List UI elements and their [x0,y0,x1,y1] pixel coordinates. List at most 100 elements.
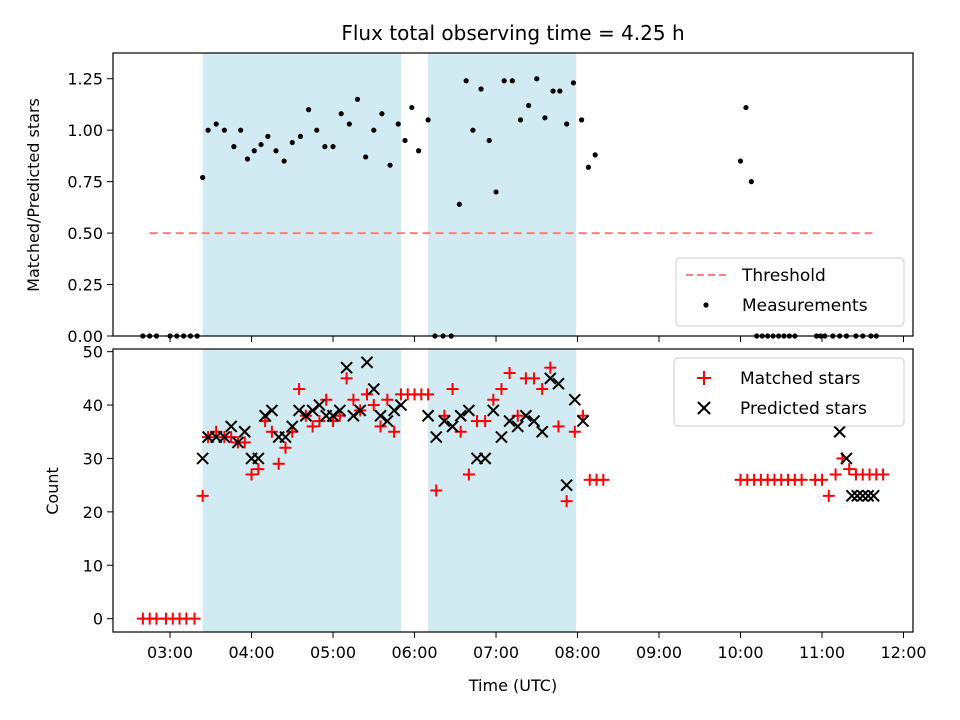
matched-star-point [196,489,209,502]
measurement-point [289,139,295,146]
y-tick-label: 0.50 [67,224,103,243]
measurement-point [585,164,591,170]
matched-star-point [487,393,500,406]
measurement-point [550,88,556,94]
legend-threshold-label: Threshold [741,266,826,286]
measurement-point [509,78,515,84]
predicted-star-point [560,478,573,492]
measurement-point [238,127,244,133]
matched-star-point [462,468,475,481]
predicted-star-point [568,393,582,406]
y-tick-label: 40 [83,396,103,415]
matched-star-point [293,383,306,396]
measurement-point [354,96,361,102]
predicted-star-point [394,398,408,412]
xlabel: Time (UTC) [468,676,557,695]
matched-star-point [479,415,492,428]
x-tick-label: 11:00 [799,643,845,662]
matched-star-point [552,420,565,433]
predicted-star-point [421,409,435,422]
x-tick-label: 06:00 [391,643,437,662]
predicted-star-point [438,414,451,428]
matched-star-point [238,436,251,449]
x-tick-label: 12:00 [880,643,926,662]
predicted-star-point [313,398,326,412]
x-tick-label: 10:00 [717,643,763,662]
matched-star-point [225,431,238,444]
y-tick-label: 0 [93,610,103,629]
predicted-star-point [224,420,238,433]
measurement-point [493,189,499,195]
chart-title: Flux total observing time = 4.25 h [341,21,684,45]
matched-star-point [367,399,380,412]
predicted-star-point [833,425,846,438]
measurement-point [542,115,548,121]
predicted-star-point [265,404,279,417]
matched-star-point [388,425,401,438]
observing-window [428,349,577,632]
measurement-point [470,127,476,133]
matched-star-point [829,468,842,481]
matched-star-point [422,388,435,401]
matched-star-point [822,489,835,502]
matched-star-point [265,425,278,438]
measurement-point [322,144,328,150]
predicted-star-point [258,409,272,422]
measurement-point [221,127,227,133]
top-axes-frame [112,52,914,337]
predicted-star-point [340,361,353,374]
matched-star-point [528,372,541,385]
predicted-star-point [430,430,443,444]
y-tick-label: 1.00 [67,121,103,140]
measurement-point [244,156,251,162]
matched-star-point [544,361,557,374]
measurement-point [379,111,385,117]
measurement-point [346,121,352,127]
measurement-point [213,121,219,127]
predicted-star-point [387,404,401,417]
matched-star-point [560,495,573,508]
matched-star-point [347,393,360,406]
x-tick-label: 08:00 [554,643,600,662]
matched-star-point [279,441,292,454]
matched-star-point [877,468,890,481]
matched-star-point [306,420,319,433]
matched-star-point [430,484,443,497]
predicted-star-point [218,430,231,444]
y-tick-label: 0.75 [67,173,103,192]
matched-star-point [374,420,387,433]
measurement-point [314,127,320,133]
matched-star-point [188,612,201,625]
predicted-star-point [381,414,394,428]
matched-star-point [272,457,285,470]
measurement-point [456,201,462,207]
y-tick-label: 0.00 [67,327,103,346]
predicted-star-point [840,452,853,465]
predicted-star-point [487,404,500,417]
y-tick-label: 20 [83,503,103,522]
predicted-star-point [462,404,476,417]
predicted-star-point [576,414,590,428]
predicted-star-point [454,409,467,422]
measurement-point [409,104,415,111]
predicted-star-point [353,404,367,417]
measurement-point [743,104,749,111]
matched-star-point [320,393,333,406]
measurement-point [578,117,585,123]
measurement-point [395,121,401,127]
x-tick-label: 04:00 [228,643,274,662]
matched-star-point [536,383,549,396]
legend-matched-label: Matched stars [740,369,860,389]
measurement-point [205,127,211,133]
measurement-point [305,107,312,113]
measurement-point [251,148,257,154]
predicted-star-point [231,436,245,449]
bottom-ylabel: Count [43,467,62,515]
x-tick-label: 03:00 [147,643,193,662]
predicted-star-point [196,452,209,465]
measurement-point [363,154,369,160]
count-panel: 0 10 20 30 40 50 03:00 04:00 05:00 06:00 07:00 08:… [43,343,927,695]
matched-star-point [843,463,856,476]
y-tick-label: 10 [83,556,103,575]
